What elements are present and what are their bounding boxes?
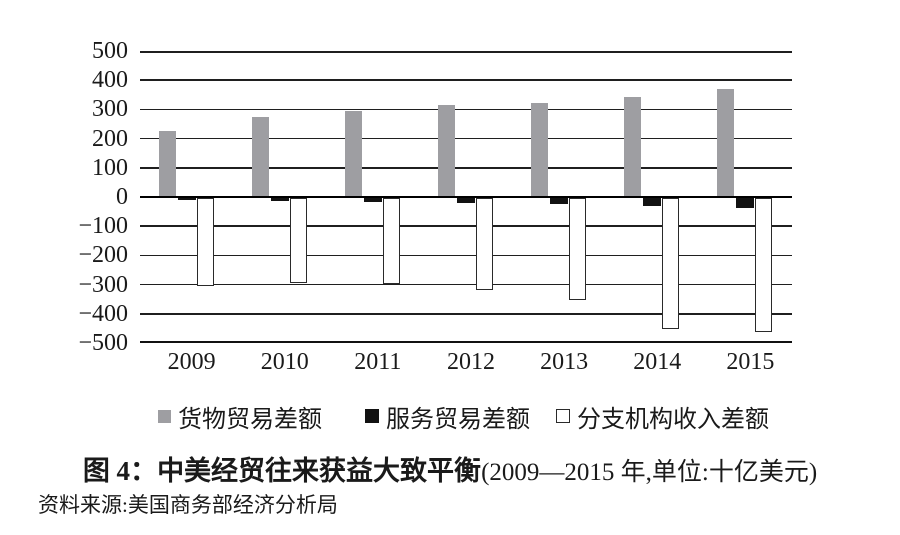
bar-gray-2010 [251, 117, 269, 197]
bar-gray-2013 [531, 102, 549, 197]
gridline-500 [140, 51, 792, 53]
bar-black-2015 [736, 198, 755, 208]
figure-title: 中美经贸往来获益大致平衡 [157, 456, 482, 486]
y-tick-label-0: 0 [116, 184, 128, 210]
bar-gray-2011 [344, 110, 362, 197]
x-tick-label-2013: 2013 [540, 349, 589, 375]
legend-swatch-branch-icon [556, 409, 570, 423]
y-tick-label--500: −500 [78, 330, 128, 356]
plot-area [140, 51, 792, 343]
bar-white-2009 [196, 198, 214, 286]
bar-gray-2009 [158, 130, 176, 197]
x-axis: 2009 2010 2011 2012 2013 2014 2015 [140, 349, 792, 379]
bar-gray-2015 [717, 89, 735, 197]
figure-caption: 图 4：中美经贸往来获益大致平衡(2009—2015 年,单位:十亿美元) [0, 449, 900, 488]
figure-subtitle: (2009—2015 年,单位:十亿美元) [481, 459, 818, 486]
bar-black-2009 [177, 198, 196, 200]
bar-white-2013 [569, 198, 587, 301]
y-tick-label-400: 400 [92, 67, 128, 94]
y-tick-label--400: −400 [78, 300, 128, 327]
zero-axis-line [140, 196, 792, 198]
bar-gray-2012 [438, 104, 455, 197]
gridline--200 [140, 254, 792, 257]
bar-black-2013 [550, 198, 569, 205]
y-tick-label--200: −200 [78, 242, 128, 269]
legend-swatch-services-icon [365, 409, 379, 423]
x-tick-label-2014: 2014 [633, 349, 682, 375]
bar-black-2014 [643, 198, 662, 207]
gridline-300 [140, 108, 792, 111]
bar-white-2010 [289, 198, 307, 283]
gridline--500 [140, 340, 792, 343]
bar-gray-2014 [624, 96, 642, 197]
gridline--300 [140, 283, 792, 286]
figure-number: 图 4： [82, 456, 158, 486]
gridline-400 [140, 79, 792, 81]
legend-label-services: 服务贸易差额 [386, 406, 530, 433]
legend-swatch-goods-icon [158, 409, 171, 423]
bar-white-2015 [755, 198, 773, 333]
bar-black-2011 [363, 198, 382, 203]
legend-label-goods: 货物贸易差额 [178, 406, 322, 433]
y-axis: 500 400 300 200 100 0 −100 −200 −300 −400 −500 [30, 38, 128, 356]
y-tick-label--100: −100 [78, 213, 128, 240]
bar-white-2012 [476, 198, 493, 290]
x-tick-label-2012: 2012 [447, 349, 495, 375]
y-tick-label--300: −300 [78, 271, 128, 298]
gridline--100 [140, 225, 792, 227]
gridline-200 [140, 137, 792, 140]
gridline-100 [140, 167, 792, 169]
legend-item-services: 服务贸易差额 [365, 401, 530, 433]
bar-black-2012 [457, 198, 475, 204]
x-tick-label-2009: 2009 [167, 349, 216, 375]
x-tick-label-2010: 2010 [260, 349, 309, 375]
y-tick-label-500: 500 [92, 38, 128, 64]
y-tick-label-100: 100 [92, 154, 128, 181]
y-tick-label-200: 200 [92, 125, 128, 152]
bar-white-2014 [662, 198, 680, 330]
x-tick-label-2015: 2015 [726, 349, 775, 375]
legend-label-branch: 分支机构收入差额 [577, 406, 769, 433]
source-note: 资料来源:美国商务部经济分析局 [38, 493, 338, 517]
legend-item-branch: 分支机构收入差额 [556, 401, 769, 433]
y-tick-label-300: 300 [92, 96, 128, 123]
x-tick-label-2011: 2011 [354, 349, 402, 375]
legend-item-goods: 货物贸易差额 [158, 401, 322, 433]
bar-black-2010 [270, 198, 289, 202]
gridline--400 [140, 313, 792, 315]
bar-white-2011 [382, 198, 400, 285]
